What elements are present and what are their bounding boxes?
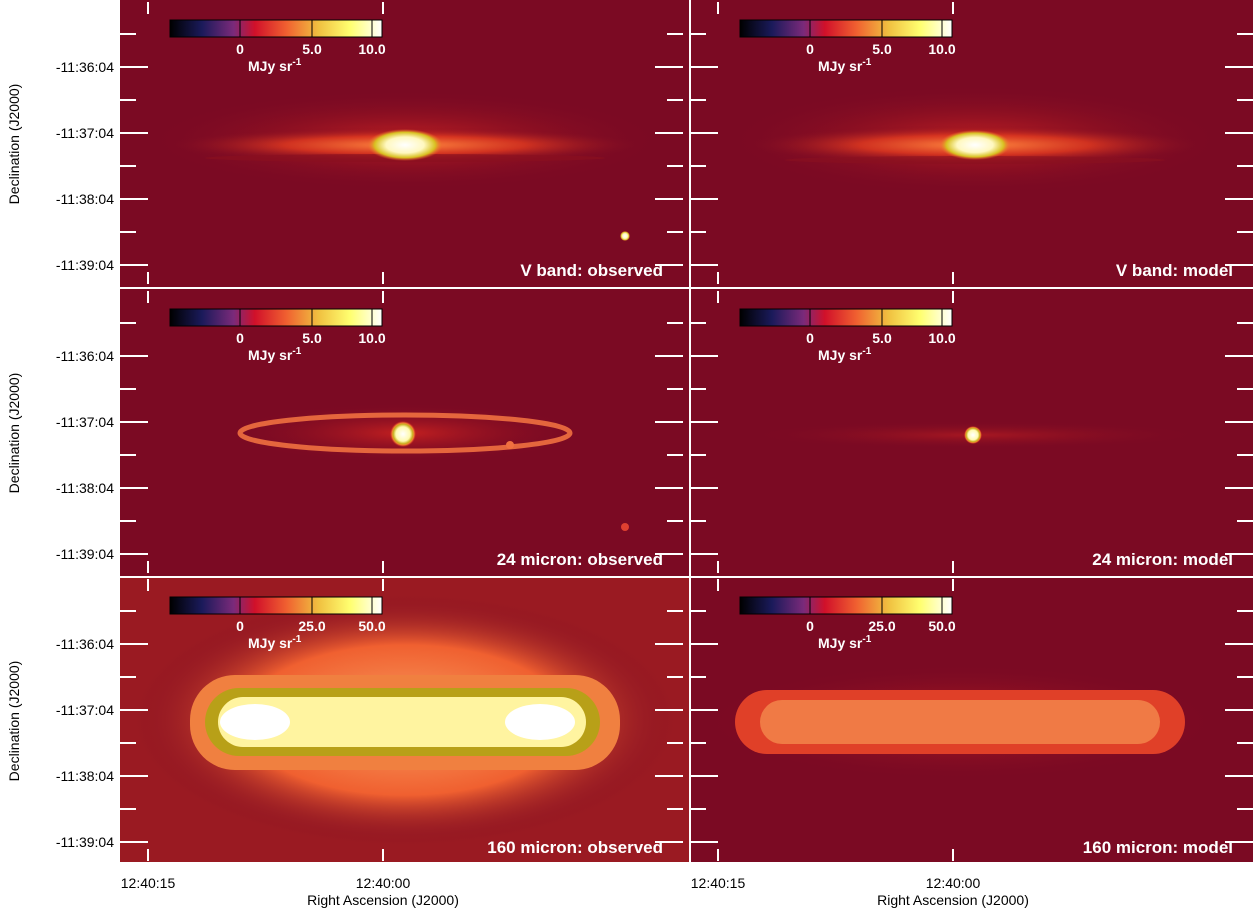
unit-exponent: -1: [292, 346, 301, 357]
colorbar-tick-label: 10.0: [928, 330, 955, 346]
y-axis-title: Declination (J2000): [6, 661, 22, 782]
colorbar-tick-label: 0: [236, 41, 244, 57]
panel-label: V band: model: [1116, 261, 1233, 280]
colorbar-tick-label: 10.0: [358, 330, 385, 346]
peak: [220, 704, 290, 740]
y-axis-title: Declination (J2000): [6, 373, 22, 494]
x-tick-label: 12:40:00: [356, 875, 411, 891]
colorbar: [739, 308, 953, 327]
panel-label: 24 micron: observed: [497, 550, 663, 569]
colorbar-unit: MJy sr-1: [248, 57, 302, 74]
unit-text: MJy sr: [248, 58, 293, 74]
colorbar-tick-label: 50.0: [358, 618, 385, 634]
colorbar-tick-label: 0: [806, 330, 814, 346]
colorbar-tick-label: 5.0: [872, 330, 892, 346]
galaxy-core: [964, 426, 982, 444]
y-tick-label: -11:37:04: [56, 702, 114, 718]
y-tick-label: -11:37:04: [56, 125, 114, 141]
colorbar-tick-label: 5.0: [302, 330, 322, 346]
galaxy-core: [367, 129, 443, 161]
colorbar: [739, 596, 953, 615]
unit-text: MJy sr: [248, 347, 293, 363]
source: [506, 441, 514, 449]
colorbar-unit: MJy sr-1: [818, 57, 872, 74]
y-axis-title: Declination (J2000): [6, 84, 22, 205]
panel-label: 160 micron: model: [1083, 838, 1233, 857]
y-tick-label: -11:39:04: [56, 546, 114, 562]
colorbar: [169, 308, 383, 327]
colorbar-unit: MJy sr-1: [818, 634, 872, 651]
y-tick-label: -11:38:04: [56, 191, 114, 207]
y-tick-label: -11:39:04: [56, 257, 114, 273]
colorbar-unit: MJy sr-1: [248, 634, 302, 651]
unit-text: MJy sr: [818, 635, 863, 651]
galaxy-core: [760, 700, 1160, 744]
panel-label: 24 micron: model: [1092, 550, 1233, 569]
unit-exponent: -1: [862, 346, 871, 357]
colorbar-tick-label: 0: [806, 41, 814, 57]
y-tick-label: -11:36:04: [56, 636, 114, 652]
y-tick-label: -11:38:04: [56, 768, 114, 784]
x-tick-label: 12:40:15: [121, 875, 176, 891]
unit-text: MJy sr: [818, 347, 863, 363]
panel-label: 160 micron: observed: [487, 838, 663, 857]
x-axis-title: Right Ascension (J2000): [877, 892, 1029, 908]
y-tick-label: -11:36:04: [56, 59, 114, 75]
unit-text: MJy sr: [248, 635, 293, 651]
colorbar-unit: MJy sr-1: [248, 346, 302, 363]
colorbar-tick-label: 25.0: [298, 618, 325, 634]
colorbar: [169, 19, 383, 38]
dust-ring: [237, 412, 573, 454]
colorbar-tick-label: 25.0: [868, 618, 895, 634]
colorbar-tick-label: 0: [236, 330, 244, 346]
colorbar-tick-label: 10.0: [358, 41, 385, 57]
galaxy-core: [390, 421, 416, 447]
x-tick-label: 12:40:15: [691, 875, 746, 891]
x-tick-label: 12:40:00: [926, 875, 981, 891]
unit-exponent: -1: [862, 634, 871, 645]
unit-exponent: -1: [292, 57, 301, 68]
panel-label: V band: observed: [520, 261, 663, 280]
panels: [120, 0, 1253, 862]
colorbar: [169, 596, 383, 615]
colorbar-tick-label: 0: [236, 618, 244, 634]
galaxy-core: [218, 697, 586, 747]
unit-text: MJy sr: [818, 58, 863, 74]
colorbar: [739, 19, 953, 38]
y-tick-label: -11:38:04: [56, 480, 114, 496]
colorbar-tick-label: 0: [806, 618, 814, 634]
unit-exponent: -1: [862, 57, 871, 68]
star: [620, 231, 630, 241]
colorbar-tick-label: 5.0: [872, 41, 892, 57]
source: [621, 523, 629, 531]
colorbar-unit: MJy sr-1: [818, 346, 872, 363]
galaxy-core: [939, 130, 1011, 160]
x-axis-title: Right Ascension (J2000): [307, 892, 459, 908]
peak: [505, 704, 575, 740]
unit-exponent: -1: [292, 634, 301, 645]
y-tick-label: -11:39:04: [56, 834, 114, 850]
colorbar-tick-label: 10.0: [928, 41, 955, 57]
y-tick-label: -11:36:04: [56, 348, 114, 364]
colorbar-tick-label: 50.0: [928, 618, 955, 634]
colorbar-tick-label: 5.0: [302, 41, 322, 57]
y-tick-label: -11:37:04: [56, 414, 114, 430]
